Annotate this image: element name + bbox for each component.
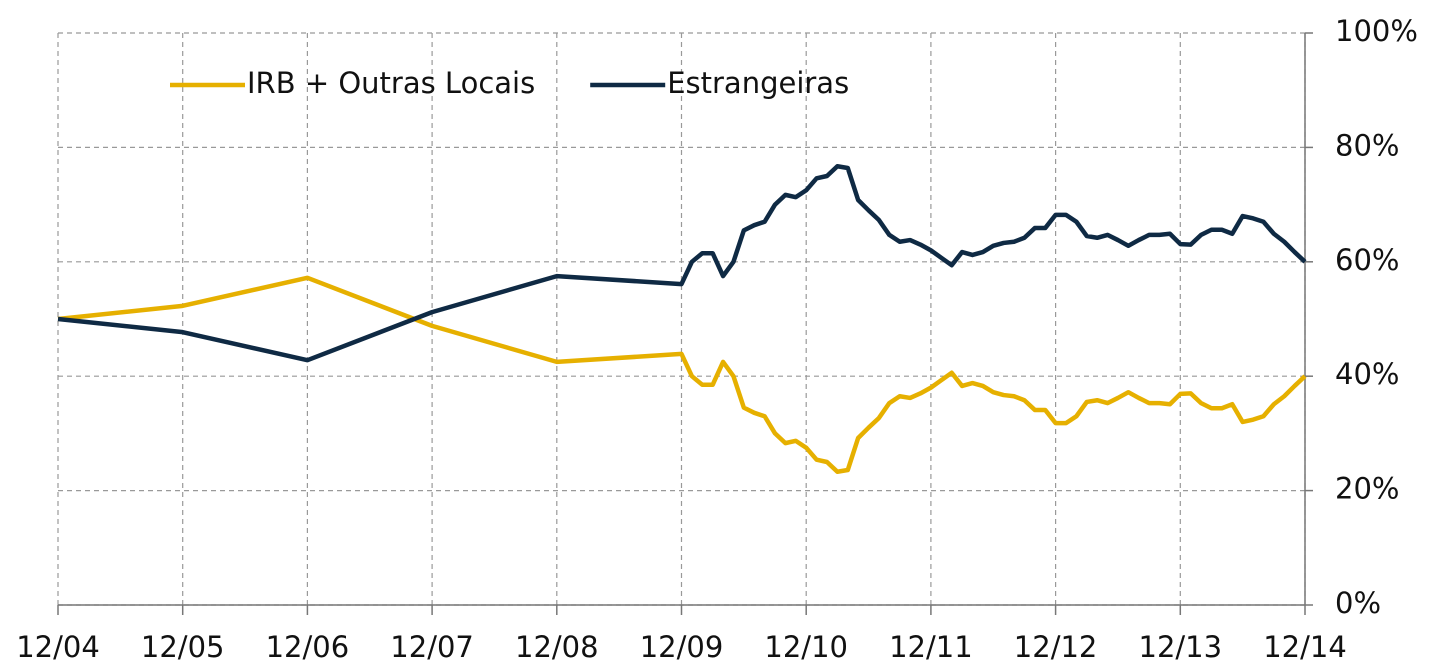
legend-label: Estrangeiras	[667, 66, 849, 100]
x-tick-label: 12/12	[1014, 630, 1098, 664]
x-tick-label: 12/08	[515, 630, 599, 664]
y-tick-label: 60%	[1335, 243, 1399, 277]
x-tick-label: 12/04	[16, 630, 100, 664]
legend-label: IRB + Outras Locais	[247, 66, 535, 100]
y-tick-label: 40%	[1335, 357, 1399, 391]
x-tick-label: 12/10	[764, 630, 848, 664]
series-line	[57, 164, 1307, 363]
x-tick-label: 12/06	[266, 630, 350, 664]
y-tick-label: 20%	[1335, 472, 1399, 506]
x-tick-label: 12/11	[889, 630, 973, 664]
x-tick-label: 12/13	[1139, 630, 1223, 664]
x-tick-label: 12/05	[141, 630, 225, 664]
y-tick-label: 100%	[1335, 14, 1418, 48]
y-tick-label: 80%	[1335, 128, 1399, 162]
y-tick-label: 0%	[1335, 586, 1381, 620]
x-tick-label: 12/09	[640, 630, 724, 664]
x-tick-label: 12/14	[1263, 630, 1347, 664]
series-line	[57, 275, 1307, 474]
x-tick-label: 12/07	[390, 630, 474, 664]
